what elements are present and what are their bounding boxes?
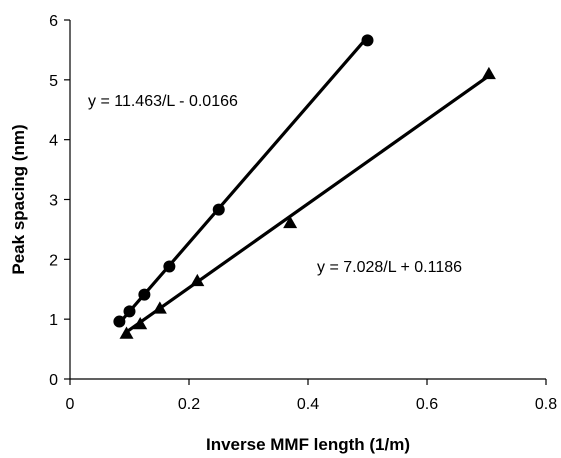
data-point-triangle bbox=[481, 66, 496, 80]
data-point-circle bbox=[113, 315, 126, 328]
x-axis-title: Inverse MMF length (1/m) bbox=[206, 435, 410, 454]
data-point-circle bbox=[123, 305, 136, 318]
data-point-circle bbox=[138, 288, 151, 301]
data-point-triangle bbox=[119, 326, 134, 339]
plot-area: y = 11.463/L - 0.0166 y = 7.028/L + 0.118… bbox=[88, 34, 496, 339]
data-point-circle bbox=[212, 203, 225, 216]
y-tick-label: 6 bbox=[49, 13, 58, 30]
data-point-triangle bbox=[152, 301, 167, 314]
x-tick-label: 0 bbox=[66, 396, 75, 413]
x-tick-label: 0.8 bbox=[535, 396, 557, 413]
data-point-triangle bbox=[133, 316, 148, 330]
fit-equation-label: y = 7.028/L + 0.1186 bbox=[317, 259, 462, 276]
x-tick-label: 0.6 bbox=[416, 396, 438, 413]
data-point-triangle bbox=[283, 215, 298, 229]
data-point-circle bbox=[361, 34, 374, 47]
x-tick-label: 0.2 bbox=[178, 396, 200, 413]
y-tick-label: 0 bbox=[49, 372, 58, 389]
axes: 0 0.2 0.4 0.6 0.8 0 1 2 3 4 5 6 bbox=[49, 13, 557, 413]
y-tick-label: 3 bbox=[49, 193, 58, 210]
y-tick-label: 4 bbox=[49, 133, 58, 150]
x-tick-label: 0.4 bbox=[297, 396, 319, 413]
fit-line bbox=[117, 35, 370, 325]
y-tick-label: 2 bbox=[49, 252, 58, 269]
series-1: y = 11.463/L - 0.0166 bbox=[88, 34, 374, 328]
fit-line bbox=[124, 74, 491, 334]
series-2: y = 7.028/L + 0.1186 bbox=[119, 66, 496, 339]
data-point-triangle bbox=[190, 273, 205, 287]
y-axis-title: Peak spacing (nm) bbox=[9, 124, 28, 274]
data-point-circle bbox=[163, 260, 176, 273]
y-tick-label: 1 bbox=[49, 312, 58, 329]
y-tick-label: 5 bbox=[49, 73, 58, 90]
fit-equation-label: y = 11.463/L - 0.0166 bbox=[88, 93, 238, 110]
